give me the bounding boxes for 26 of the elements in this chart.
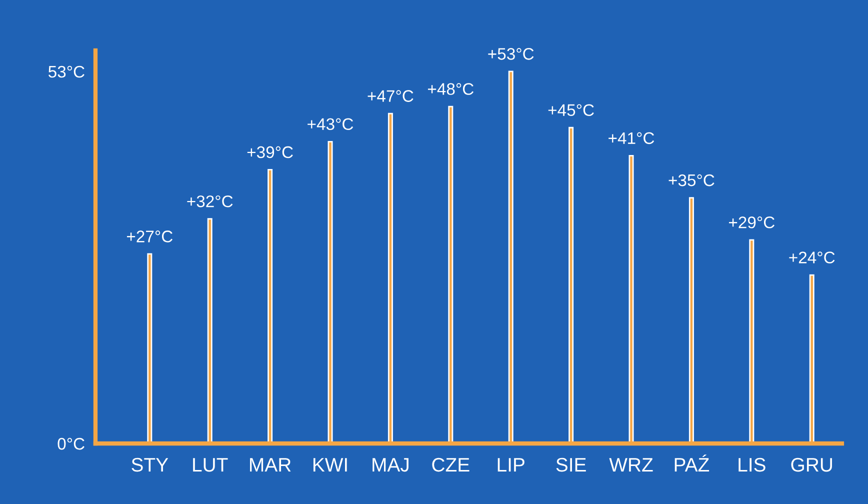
data-label: +24°C — [789, 252, 835, 264]
data-label: +53°C — [488, 48, 534, 60]
x-tick-label: GRU — [791, 458, 832, 472]
x-tick-label: KWI — [313, 458, 347, 472]
y-tick-label: 0°C — [58, 438, 84, 450]
data-label: +39°C — [247, 146, 293, 158]
data-label: +29°C — [728, 216, 775, 228]
x-tick-label: SIE — [556, 458, 586, 472]
x-tick-label: PAŹ — [674, 454, 710, 472]
y-tick-label: 53°C — [48, 66, 84, 78]
x-tick-label: LIS — [738, 458, 766, 472]
x-tick-label: WRZ — [609, 458, 653, 472]
data-label: +35°C — [668, 174, 714, 186]
x-tick-label: LIP — [498, 458, 524, 472]
x-tick-label: MAJ — [372, 458, 408, 472]
data-label: +48°C — [428, 83, 474, 95]
data-label: +27°C — [126, 230, 173, 242]
data-label: +43°C — [308, 118, 354, 130]
x-tick-label: MAR — [250, 458, 291, 472]
x-tick-label: LUT — [193, 458, 228, 472]
data-label: +41°C — [608, 132, 654, 144]
x-tick-label: STY — [132, 458, 168, 472]
data-label: +45°C — [548, 104, 594, 116]
data-label: +47°C — [368, 90, 414, 102]
x-tick-label: CZE — [432, 458, 470, 472]
data-label: +32°C — [187, 195, 233, 208]
